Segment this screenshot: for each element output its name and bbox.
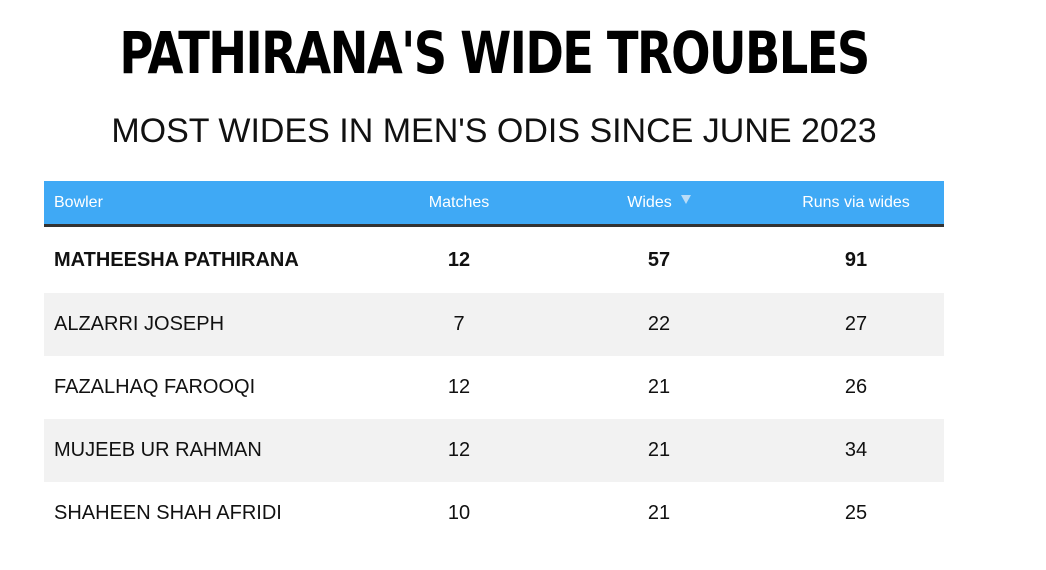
wides-value: 57 [647,248,671,271]
matches-value: 12 [447,439,471,461]
table-header: Bowler Matches Wides Runs via wides [44,181,944,227]
header-runs-via-wides[interactable]: Runs via wides [802,193,910,211]
chart-subtitle: MOST WIDES IN MEN'S ODIS SINCE JUNE 2023 [111,112,877,150]
runs-value: 27 [844,313,868,335]
runs-value: 34 [844,439,868,461]
matches-value: 12 [447,248,471,271]
bowler-name: ALZARRI JOSEPH [54,313,225,335]
bowler-name: FAZALHAQ FAROOQI [54,376,256,398]
chart-title: PATHIRANA'S WIDE TROUBLES [119,19,870,87]
table-row: FAZALHAQ FAROOQI 12 21 26 [44,356,944,419]
header-matches[interactable]: Matches [428,193,490,211]
sort-descending-icon[interactable] [680,195,691,204]
wides-value: 21 [647,439,671,461]
wides-value: 21 [647,376,671,398]
wides-value: 21 [647,502,671,524]
matches-value: 10 [447,502,471,524]
bowler-name: MATHEESHA PATHIRANA [54,248,299,271]
table-row: MATHEESHA PATHIRANA 12 57 91 [44,227,944,293]
wides-table: Bowler Matches Wides Runs via wides MATH… [44,181,944,545]
table-row: SHAHEEN SHAH AFRIDI 10 21 25 [44,482,944,545]
header-wides[interactable]: Wides [559,181,759,224]
runs-value: 91 [844,248,868,271]
bowler-name: MUJEEB UR RAHMAN [54,439,262,461]
matches-value: 12 [447,376,471,398]
header-wides-label: Wides [627,193,672,211]
header-bowler[interactable]: Bowler [54,193,103,211]
runs-value: 25 [844,502,868,524]
table-row: ALZARRI JOSEPH 7 22 27 [44,293,944,356]
matches-value: 7 [453,313,465,335]
wides-value: 22 [647,313,671,335]
table-row: MUJEEB UR RAHMAN 12 21 34 [44,419,944,482]
bowler-name: SHAHEEN SHAH AFRIDI [54,502,282,524]
runs-value: 26 [844,376,868,398]
